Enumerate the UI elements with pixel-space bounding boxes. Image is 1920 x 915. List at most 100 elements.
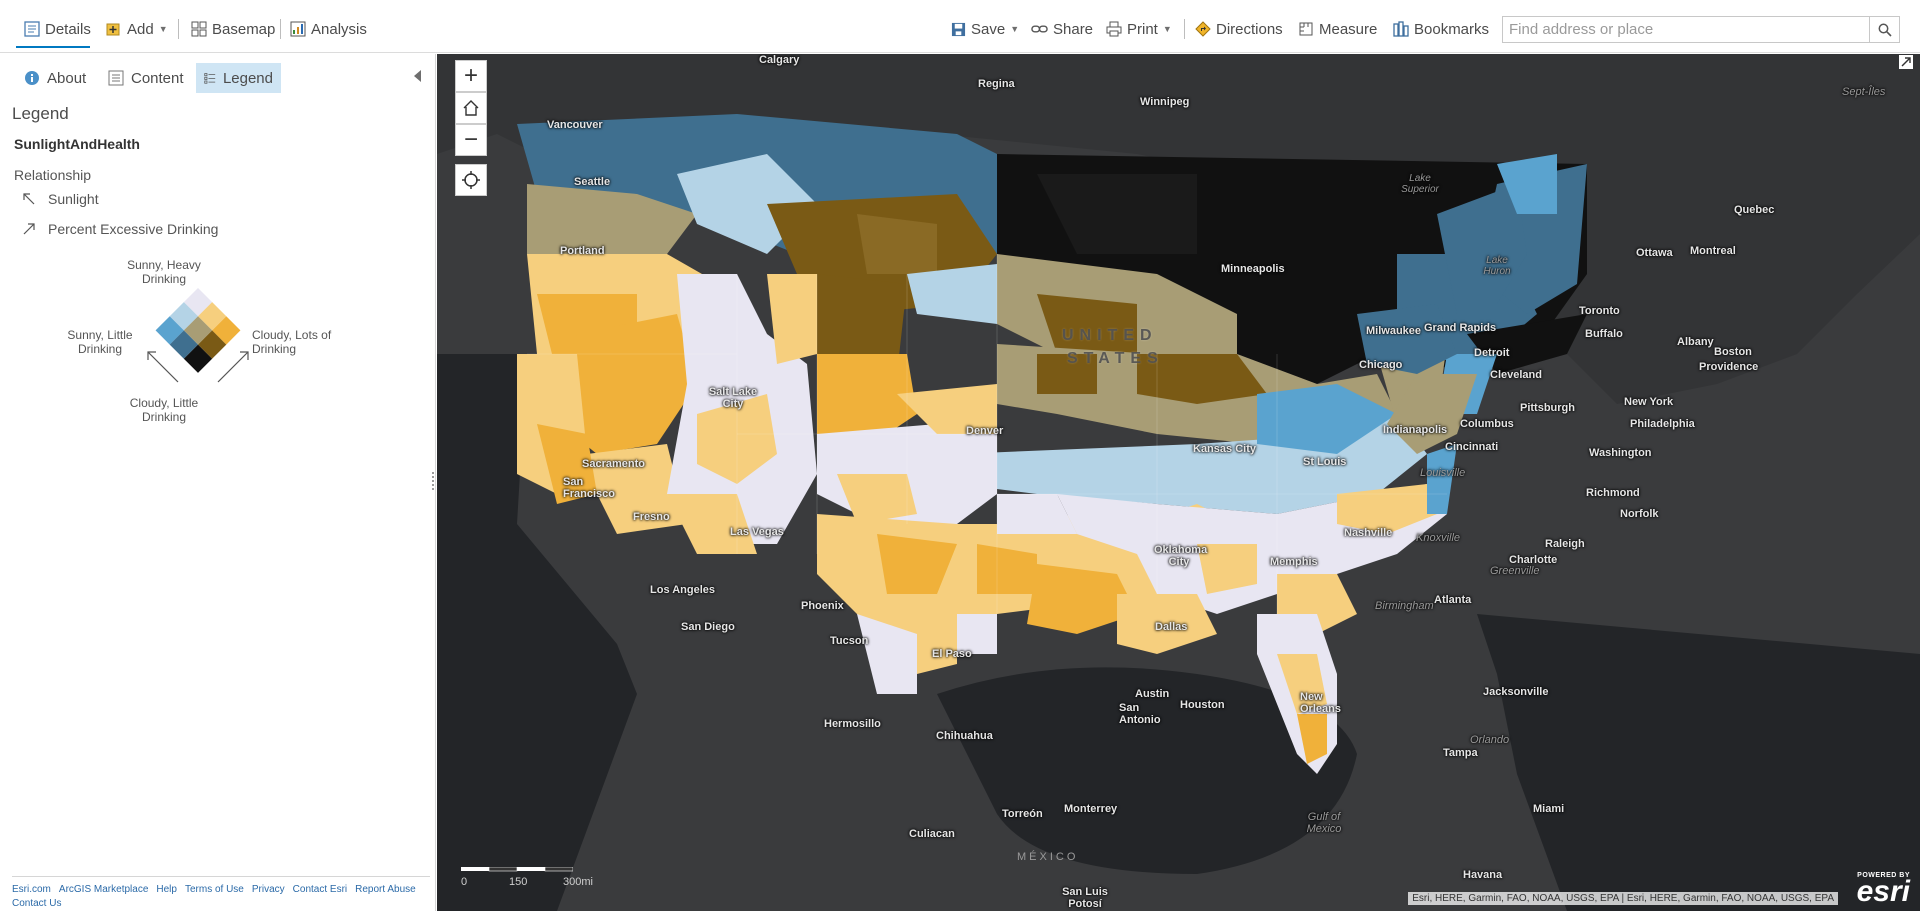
country-label-mexico: MÉXICO [1017,851,1079,863]
chevron-down-icon: ▼ [158,24,168,34]
scale-bar [461,867,573,872]
legend-swatch [155,316,184,345]
city-label: Los Angeles [650,584,715,596]
city-label: Regina [978,78,1015,90]
zoom-in-button[interactable]: + [455,60,487,92]
tab-content[interactable]: Content [100,63,192,93]
analysis-button[interactable]: Analysis [290,18,367,40]
plus-icon: + [463,62,478,89]
city-label: Greenville [1490,565,1540,577]
legend-heading: Legend [12,104,69,123]
city-label: Richmond [1586,487,1640,499]
tab-legend-label: Legend [222,69,273,87]
city-label: Birmingham [1375,600,1434,612]
map-view[interactable]: + − UNITED STATES MÉXICO Gulf of Mexico … [437,54,1920,911]
city-label: Boston [1714,346,1752,358]
city-label: Louisville [1420,467,1466,479]
arrow-up-left-icon [23,193,35,205]
bookmarks-button[interactable]: Bookmarks [1393,18,1489,40]
panel-resize-handle[interactable] [432,472,434,490]
city-label: Austin [1135,688,1170,700]
collapse-panel-icon[interactable] [414,70,421,82]
city-label: Raleigh [1545,538,1585,550]
city-label: Charlotte [1509,554,1558,566]
footer-link-privacy[interactable]: Privacy [251,884,285,895]
search-box [1502,16,1900,43]
print-button[interactable]: Print ▼ [1106,18,1172,40]
footer-link-help[interactable]: Help [156,884,177,895]
scale-label: 300mi [563,876,593,888]
measure-button[interactable]: Measure [1298,18,1377,40]
city-label: Knoxville [1416,532,1461,544]
legend-field-sunlight: Sunlight [22,191,99,207]
details-icon [24,21,40,37]
city-label: Toronto [1579,305,1620,317]
tab-legend[interactable]: Legend [196,63,281,93]
city-label: Tampa [1443,747,1478,759]
footer-links: Esri.com ArcGIS Marketplace Help Terms of U… [12,876,430,911]
footer-link-esri[interactable]: Esri.com [12,884,51,895]
search-input[interactable] [1503,17,1863,42]
footer-link-terms[interactable]: Terms of Use [184,884,244,895]
directions-button[interactable]: Directions [1195,18,1283,40]
footer-link-marketplace[interactable]: ArcGIS Marketplace [58,884,149,895]
city-label: Las Vegas [730,526,784,538]
city-label: Chicago [1359,359,1403,371]
arrow-head [147,351,156,360]
home-button[interactable] [455,92,487,124]
city-label: Calgary [759,54,800,66]
toolbar-divider [280,19,281,39]
legend-field-drinking: Percent Excessive Drinking [22,221,218,237]
city-label: Salt Lake City [708,386,758,410]
diamond-label-left: Sunny, Little Drinking [67,328,133,356]
city-label: Detroit [1474,347,1510,359]
city-label: Monterrey [1064,803,1118,815]
city-label: Ottawa [1636,247,1673,259]
expand-map-icon[interactable] [1898,54,1914,70]
search-icon [1878,23,1892,37]
city-label: Chihuahua [936,730,993,742]
directions-icon [1195,21,1211,37]
city-label: Buffalo [1585,328,1623,340]
map-attribution[interactable]: Esri, HERE, Garmin, FAO, NOAA, USGS, EPA… [1408,892,1838,905]
city-label: Denver [966,425,1004,437]
locate-button[interactable] [455,164,487,196]
footer-link-contact-esri[interactable]: Contact Esri [292,884,348,895]
footer-link-report-abuse[interactable]: Report Abuse [355,884,416,895]
search-button[interactable] [1869,17,1899,42]
city-label: Fresno [633,511,670,523]
bookmarks-label: Bookmarks [1414,20,1490,38]
footer-link-contact-us[interactable]: Contact Us [12,898,62,909]
city-label: Jacksonville [1483,686,1549,698]
city-label: Oklahoma City [1154,544,1208,568]
chevron-down-icon: ▼ [1010,24,1020,34]
city-label: Pittsburgh [1520,402,1575,414]
tab-content-label: Content [131,69,184,87]
city-label: Cincinnati [1445,441,1499,453]
basemap-button[interactable]: Basemap [191,18,275,40]
city-label: Seattle [574,176,611,188]
city-label: San Diego [681,621,735,633]
tab-about[interactable]: About [16,63,94,93]
locate-crosshair-icon [462,171,480,189]
city-label: Montreal [1690,245,1736,257]
relationship-label: Relationship [14,167,92,183]
city-label: Torreón [1002,808,1043,820]
details-button[interactable]: Details [24,18,91,40]
minus-icon: − [463,126,478,153]
home-icon [463,100,479,116]
city-label: Memphis [1270,556,1318,568]
directions-label: Directions [1216,20,1283,38]
basemap-canvas [437,54,1920,911]
save-button[interactable]: Save ▼ [951,18,1019,40]
measure-icon [1299,22,1313,36]
zoom-out-button[interactable]: − [455,124,487,156]
details-active-indicator [16,46,90,48]
share-button[interactable]: Share [1031,18,1093,40]
city-label: Indianapolis [1383,424,1448,436]
details-label: Details [45,20,91,38]
add-button[interactable]: Add ▼ [106,18,168,40]
city-label: Portland [560,245,605,257]
city-label: Washington [1589,447,1652,459]
city-label: El Paso [932,648,972,660]
